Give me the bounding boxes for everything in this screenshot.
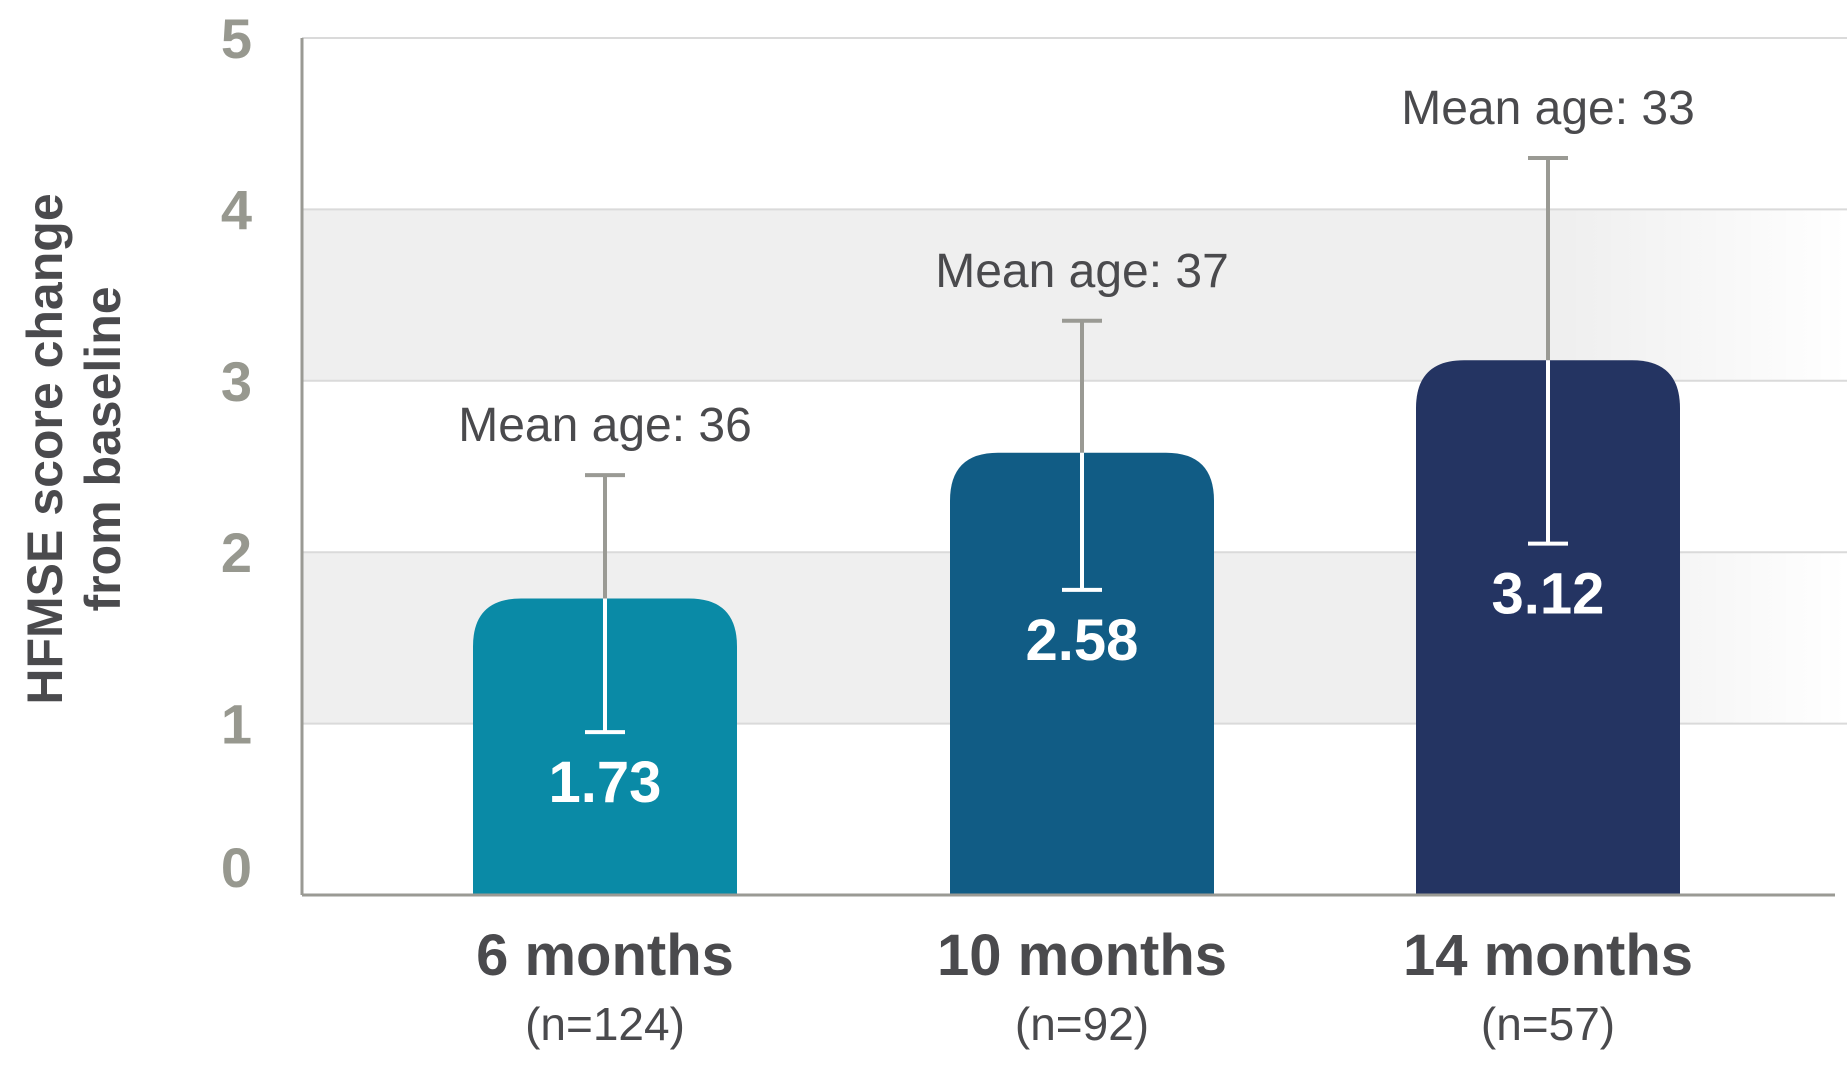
bar-0 <box>473 598 737 895</box>
category-label-0: 6 months <box>476 923 734 988</box>
category-sublabel-0: (n=124) <box>525 998 685 1050</box>
y-tick-label-5: 5 <box>221 7 252 70</box>
bar-2 <box>1416 360 1680 895</box>
y-tick-label-0: 0 <box>221 836 252 899</box>
y-tick-labels: 0 1 2 3 4 5 <box>221 7 252 899</box>
value-label-2: 3.12 <box>1492 562 1605 627</box>
value-label-1: 2.58 <box>1026 608 1139 673</box>
y-axis-label-line-1: from baseline <box>75 286 131 611</box>
category-sublabel-1: (n=92) <box>1015 998 1149 1050</box>
annotation-mean-age-2: Mean age: 33 <box>1401 82 1695 135</box>
axes <box>300 38 1835 897</box>
y-axis-label: HFMSE score change from baseline <box>17 193 131 704</box>
y-tick-label-3: 3 <box>221 350 252 413</box>
y-tick-label-1: 1 <box>221 693 252 756</box>
y-tick-label-4: 4 <box>221 178 252 241</box>
y-axis-label-line-0: HFMSE score change <box>17 193 73 704</box>
category-label-1: 10 months <box>937 923 1227 988</box>
annotation-mean-age-1: Mean age: 37 <box>935 245 1229 298</box>
y-tick-label-2: 2 <box>221 521 252 584</box>
error-bars <box>585 155 1568 735</box>
x-category-labels: 6 months (n=124) 10 months (n=92) 14 months (… <box>476 923 1693 1050</box>
data-labels: 1.73 Mean age: 36 2.58 Mean age: 37 3.12 Mean… <box>458 82 1695 815</box>
annotation-mean-age-0: Mean age: 36 <box>458 399 752 452</box>
bars <box>473 360 1680 895</box>
category-sublabel-2: (n=57) <box>1481 998 1615 1050</box>
category-label-2: 14 months <box>1403 923 1693 988</box>
bar-1 <box>950 452 1214 895</box>
value-label-0: 1.73 <box>549 750 662 815</box>
